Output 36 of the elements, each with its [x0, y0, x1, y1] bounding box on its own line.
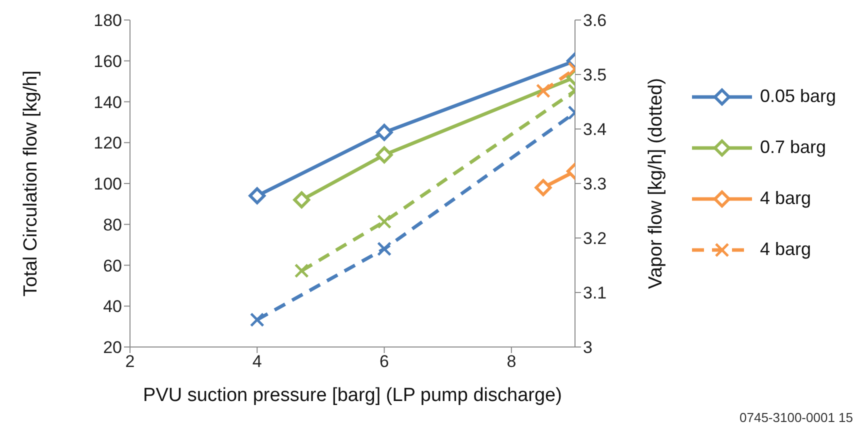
y2-tick-label: 3 — [583, 338, 592, 358]
legend-label: 0.7 barg — [760, 137, 826, 158]
x-tick-label: 2 — [125, 352, 135, 372]
y2-axis-title: Vapor flow [kg/h] (dotted) — [646, 78, 667, 289]
y2-tick-label: 3.1 — [583, 284, 607, 303]
y2-tick-label: 3.2 — [583, 229, 607, 248]
x-axis-title: PVU suction pressure [barg] (LP pump discharge) — [143, 385, 562, 406]
y-tick-label: 120 — [94, 134, 122, 153]
y2-tick-label: 3.4 — [583, 120, 607, 140]
x-tick-label: 6 — [380, 352, 390, 372]
y-tick-label: 60 — [103, 256, 122, 276]
y-tick-label: 80 — [103, 215, 122, 234]
point — [376, 124, 393, 141]
x-tick-label: 4 — [252, 352, 262, 372]
legend-label: 4 barg — [760, 188, 812, 209]
legend-label: 4 barg — [760, 239, 812, 260]
point — [377, 242, 392, 256]
y-axis-title: Total Circulation flow [kg/h] — [20, 70, 42, 296]
y2-tick-label: 3.5 — [583, 66, 607, 85]
point — [248, 187, 266, 204]
y2-tick-label: 3.6 — [583, 11, 607, 30]
y2-tick-label: 3.3 — [583, 174, 607, 194]
y-tick-label: 40 — [103, 297, 122, 316]
x-tick-label: 8 — [506, 352, 516, 372]
legend-label: 0.05 barg — [760, 86, 836, 107]
y-tick-label: 160 — [94, 52, 122, 71]
point — [376, 146, 393, 164]
y-tick-label: 100 — [94, 174, 122, 194]
point — [294, 263, 309, 278]
text: 0745-3100-0001 15 — [740, 410, 853, 425]
point — [377, 214, 392, 229]
y-tick-label: 20 — [103, 338, 122, 358]
point — [293, 191, 310, 208]
y-tick-label: 140 — [94, 92, 122, 112]
y-tick-label: 180 — [94, 11, 122, 30]
point — [250, 312, 264, 327]
